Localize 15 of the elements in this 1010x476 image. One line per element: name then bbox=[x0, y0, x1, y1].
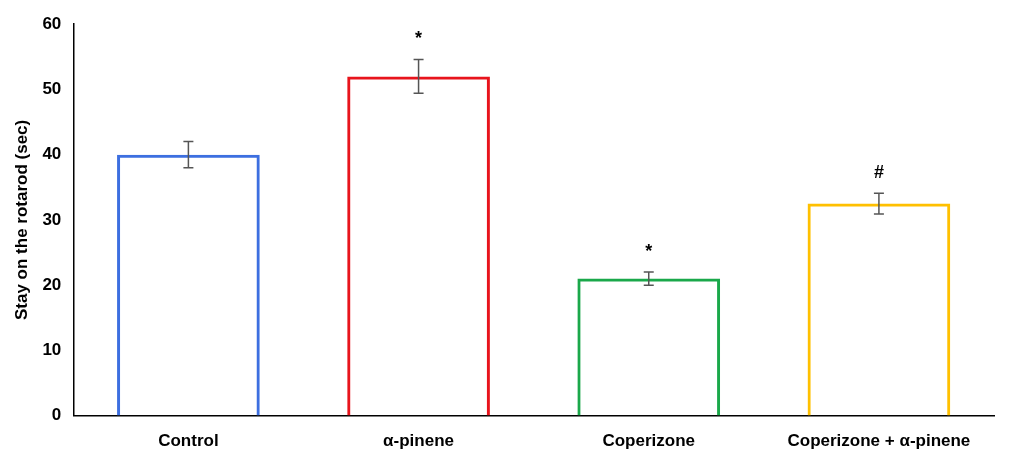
y-tick-label: 30 bbox=[42, 209, 62, 229]
y-tick-label: 20 bbox=[42, 274, 62, 294]
y-tick-label: 10 bbox=[42, 340, 62, 360]
annotation: # bbox=[873, 162, 884, 183]
annotation: * bbox=[415, 28, 423, 49]
y-tick-label: 60 bbox=[42, 13, 62, 33]
y-tick-label: 0 bbox=[51, 405, 62, 425]
x-tick-label: α-pinene bbox=[383, 431, 455, 451]
x-tick-label: Coperizone bbox=[602, 431, 696, 451]
x-tick-label: Coperizone + α-pinene bbox=[787, 431, 971, 451]
annotation: * bbox=[645, 241, 653, 262]
x-tick-label: Control bbox=[158, 431, 219, 451]
y-tick-label: 50 bbox=[42, 79, 62, 99]
y-axis-title: Stay on the rotarod (sec) bbox=[11, 119, 31, 321]
y-tick-label: 40 bbox=[42, 144, 62, 164]
